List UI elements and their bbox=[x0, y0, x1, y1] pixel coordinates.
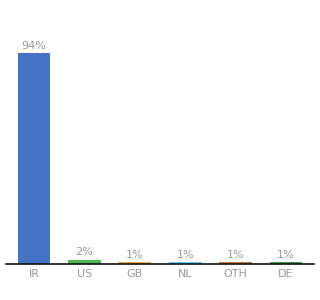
Text: 1%: 1% bbox=[176, 250, 194, 260]
Text: 1%: 1% bbox=[227, 250, 244, 260]
Bar bbox=[18, 53, 51, 264]
Bar bbox=[118, 262, 151, 264]
Text: 2%: 2% bbox=[76, 247, 93, 257]
Bar bbox=[219, 262, 252, 264]
Text: 94%: 94% bbox=[22, 41, 46, 51]
Text: 1%: 1% bbox=[277, 250, 295, 260]
Text: 1%: 1% bbox=[126, 250, 144, 260]
Bar bbox=[68, 260, 101, 264]
Bar bbox=[169, 262, 202, 264]
Bar bbox=[269, 262, 302, 264]
